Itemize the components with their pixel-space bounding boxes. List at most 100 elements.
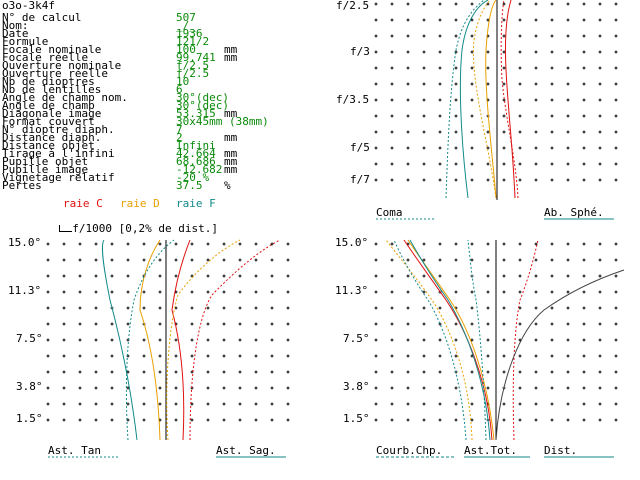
left-field-grid-mark — [174, 386, 178, 390]
left-field-grid-mark — [206, 338, 210, 342]
aperture-grid-mark — [438, 130, 442, 134]
left-field-grid-mark — [174, 370, 178, 374]
aperture-grid-mark — [566, 18, 570, 22]
aperture-grid-mark — [390, 178, 394, 182]
right-field-grid-mark — [470, 258, 474, 262]
ast-curve-f — [409, 239, 491, 441]
right-field-grid-mark — [502, 370, 506, 374]
aperture-grid-mark — [582, 98, 586, 102]
right-field-grid-mark — [374, 242, 378, 246]
aperture-grid-mark — [518, 98, 522, 102]
left-field-grid-mark — [142, 386, 146, 390]
right-field-grid-mark — [390, 418, 394, 422]
aperture-grid-mark — [566, 114, 570, 118]
left-field-grid-mark — [126, 354, 130, 358]
legend-raie-c: raie C — [63, 197, 103, 210]
right-field-grid-mark — [518, 370, 522, 374]
right-field-grid-mark — [534, 338, 538, 342]
aperture-grid-mark — [502, 162, 506, 166]
left-field-grid-mark — [190, 402, 194, 406]
left-field-grid-mark — [286, 402, 290, 406]
left-field-grid-mark — [238, 402, 242, 406]
aperture-grid-mark — [470, 66, 474, 70]
left-field-grid-mark — [94, 274, 98, 278]
aperture-grid-mark — [502, 146, 506, 150]
aperture-grid-mark — [422, 178, 426, 182]
left-field-grid-mark — [110, 258, 114, 262]
aperture-grid-mark — [454, 66, 458, 70]
scale-note: f/1000 [0,2% de dist.] — [46, 214, 218, 234]
param-value: -20 % — [176, 171, 210, 184]
left-field-grid-mark — [142, 354, 146, 358]
scale-bar-icon — [59, 225, 73, 232]
left-field-grid-mark — [78, 370, 82, 374]
param-label: Nb de dioptres — [2, 75, 95, 88]
aperture-grid-mark — [566, 98, 570, 102]
left-field-grid-mark — [190, 418, 194, 422]
right-field-grid-mark — [374, 354, 378, 358]
left-field-grid-mark — [254, 418, 258, 422]
left-field-grid-mark — [238, 354, 242, 358]
aperture-grid-mark — [454, 82, 458, 86]
right-field-grid-mark — [614, 242, 618, 246]
aperture-grid-mark — [374, 18, 378, 22]
aperture-grid-mark — [390, 98, 394, 102]
right-field-grid-mark — [438, 306, 442, 310]
aperture-grid-mark — [374, 162, 378, 166]
aperture-grid-mark — [550, 34, 554, 38]
left-field-grid-mark — [78, 354, 82, 358]
aperture-grid-mark — [486, 82, 490, 86]
aperture-grid-mark — [534, 18, 538, 22]
left-field-grid-mark — [270, 274, 274, 278]
right-field-grid-mark — [566, 386, 570, 390]
left-field-grid-mark — [222, 242, 226, 246]
left-field-grid-mark — [254, 290, 258, 294]
aperture-tick-label: f/3 — [350, 45, 370, 58]
left-field-grid-mark — [270, 418, 274, 422]
left-field-grid-mark — [270, 322, 274, 326]
left-field-grid-mark — [126, 322, 130, 326]
sph-curve-d — [485, 0, 497, 199]
right-field-grid-mark — [582, 306, 586, 310]
left-field-grid-mark — [238, 242, 242, 246]
aperture-grid-mark — [406, 98, 410, 102]
left-field-grid-mark — [158, 386, 162, 390]
right-field-grid-mark — [406, 402, 410, 406]
left-field-grid-mark — [254, 338, 258, 342]
left-field-grid-mark — [174, 338, 178, 342]
left-field-grid-mark — [78, 242, 82, 246]
aperture-grid-mark — [390, 2, 394, 6]
aperture-grid-mark — [598, 50, 602, 54]
left-field-grid-mark — [222, 402, 226, 406]
aperture-grid-mark — [502, 66, 506, 70]
left-field-grid-mark — [206, 418, 210, 422]
right-field-grid-mark — [598, 370, 602, 374]
left-field-grid-mark — [222, 354, 226, 358]
aperture-grid-mark — [502, 130, 506, 134]
aperture-grid-mark — [438, 178, 442, 182]
param-unit: mm — [224, 163, 238, 176]
aperture-grid-mark — [550, 146, 554, 150]
aperture-grid-mark — [598, 98, 602, 102]
aperture-grid-mark — [406, 66, 410, 70]
aperture-grid-mark — [582, 2, 586, 6]
left-field-grid-mark — [46, 322, 50, 326]
right-field-grid-mark — [614, 322, 618, 326]
aperture-grid-mark — [550, 2, 554, 6]
right-field-grid-mark — [598, 290, 602, 294]
aperture-grid-mark — [438, 146, 442, 150]
aperture-grid-mark — [534, 50, 538, 54]
right-field-grid-mark — [518, 290, 522, 294]
right-field-grid-mark — [582, 386, 586, 390]
aperture-grid-mark — [614, 98, 618, 102]
right-field-grid-mark — [582, 322, 586, 326]
param-label: Vignetage relatif — [2, 171, 115, 184]
sag-curve-d — [139, 239, 161, 441]
right-field-grid-mark — [374, 258, 378, 262]
aperture-tick-label: f/3.5 — [336, 93, 370, 106]
left-field-grid-mark — [94, 418, 98, 422]
right-field-grid-mark — [566, 290, 570, 294]
right-field-grid-mark — [470, 402, 474, 406]
right-field-grid-mark — [422, 258, 426, 262]
right-field-grid-mark — [614, 370, 618, 374]
